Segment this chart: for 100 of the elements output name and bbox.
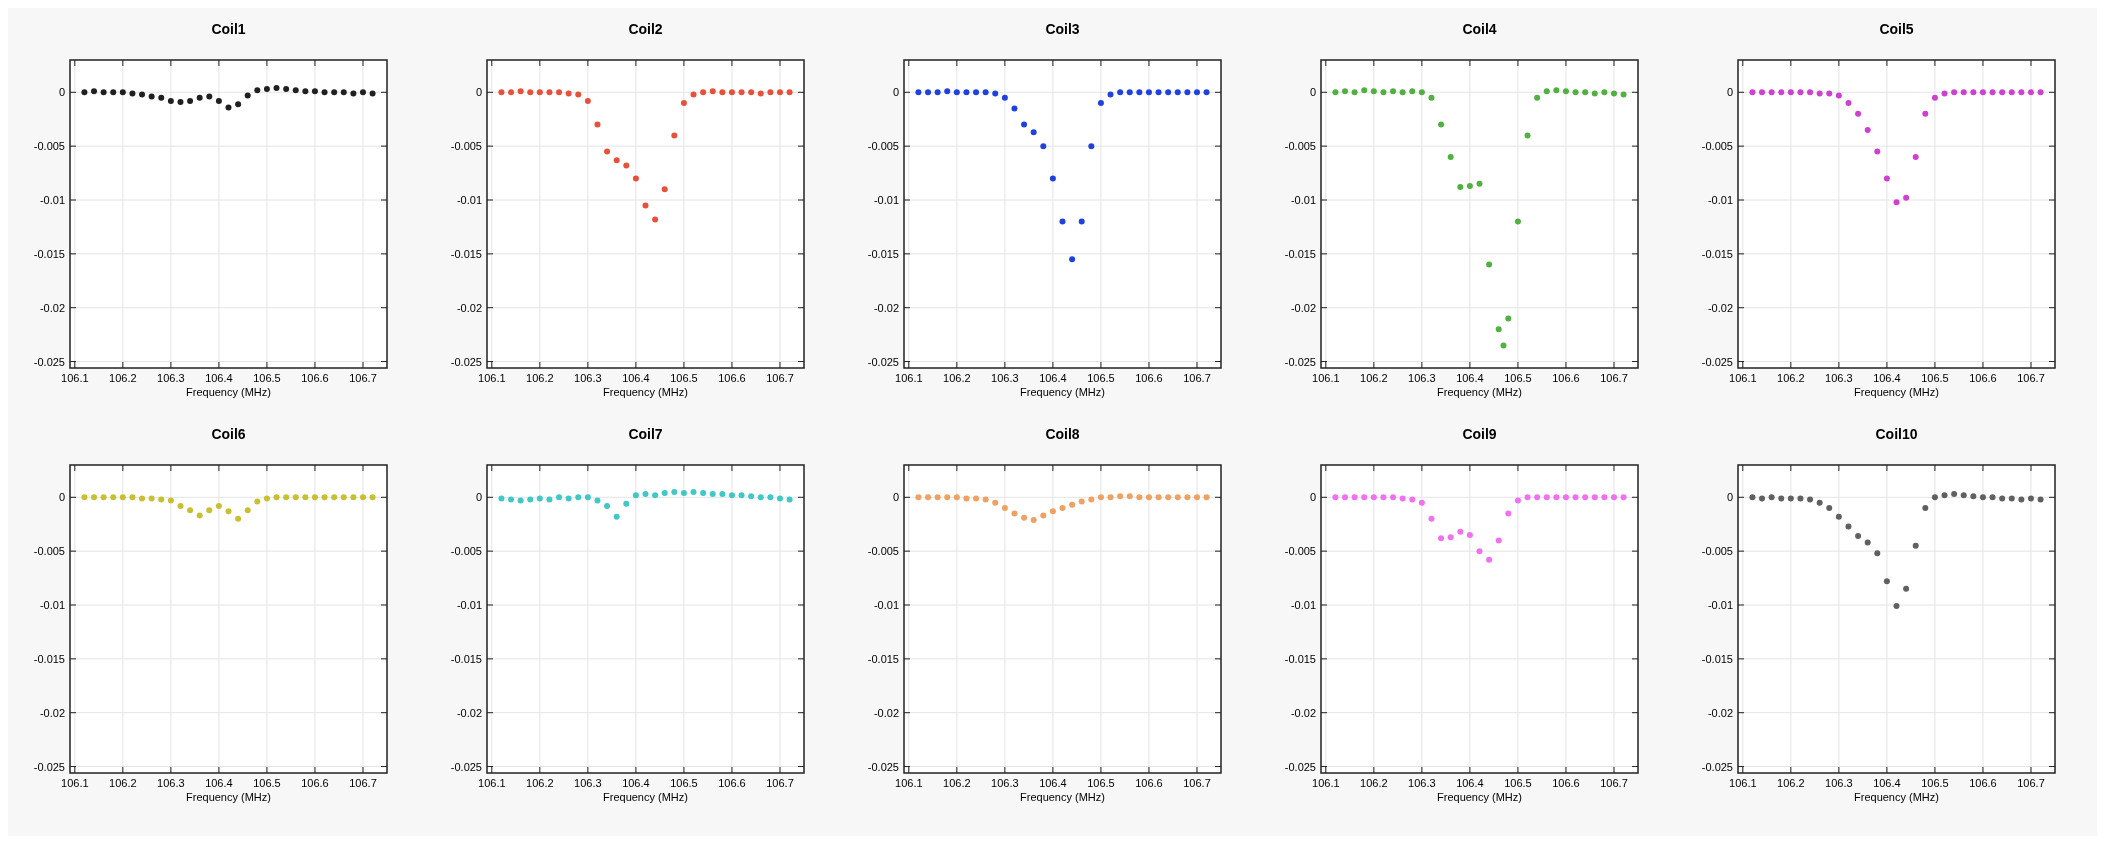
point (1059, 218, 1066, 225)
point (1476, 548, 1483, 555)
point (925, 494, 932, 501)
x-tick-label: 106.1 (61, 777, 89, 789)
point (1342, 88, 1349, 95)
point (1787, 89, 1794, 96)
x-tick-label: 106.6 (301, 372, 329, 384)
point (963, 495, 970, 502)
y-tick-label: 0 (58, 491, 65, 504)
point (1855, 533, 1862, 540)
point (1505, 315, 1512, 322)
point (1778, 495, 1785, 502)
point (244, 507, 251, 514)
point (1591, 494, 1598, 501)
point (1097, 494, 1104, 501)
point (1011, 105, 1018, 112)
point (652, 492, 659, 499)
y-tick-label: -0.015 (1284, 247, 1316, 260)
point (1922, 505, 1929, 512)
point (1562, 88, 1569, 95)
y-tick-label: -0.025 (33, 355, 65, 368)
point (623, 162, 630, 169)
point (1174, 494, 1181, 501)
point (1457, 528, 1464, 535)
x-tick-label: 106.5 (1921, 372, 1949, 384)
y-tick-label: -0.01 (1290, 194, 1316, 206)
point (944, 88, 951, 95)
y-tick-label: -0.015 (1701, 652, 1733, 665)
point (680, 490, 687, 496)
point (690, 91, 697, 98)
x-tick-label: 106.7 (766, 777, 794, 789)
point (110, 494, 117, 501)
y-tick-label: -0.005 (33, 545, 65, 558)
chart-title: Coil6 (211, 426, 246, 442)
point (604, 502, 611, 509)
point (680, 100, 687, 107)
point (1021, 121, 1028, 128)
point (158, 496, 165, 503)
point (1418, 499, 1425, 506)
y-tick-label: -0.005 (1701, 140, 1733, 153)
y-tick-label: -0.005 (1701, 545, 1733, 558)
x-tick-label: 106.1 (1312, 372, 1340, 384)
point (1001, 94, 1008, 101)
point (1960, 492, 1967, 499)
point (536, 89, 543, 96)
point (1370, 494, 1377, 501)
point (953, 89, 960, 96)
point (1203, 89, 1210, 96)
point (1620, 494, 1627, 501)
chart-title: Coil5 (1879, 21, 1914, 37)
x-tick-label: 106.2 (526, 777, 554, 789)
point (1126, 89, 1133, 96)
y-tick-label: -0.02 (1290, 301, 1316, 314)
point (1582, 494, 1589, 501)
point (1524, 132, 1531, 139)
point (1351, 89, 1358, 96)
point (1078, 218, 1085, 225)
point (1040, 512, 1047, 519)
point (196, 512, 203, 519)
point (2008, 495, 2015, 502)
y-tick-label: -0.015 (33, 247, 65, 260)
point (187, 507, 194, 514)
point (700, 89, 707, 96)
point (1380, 494, 1387, 501)
point (575, 91, 582, 98)
point (2018, 496, 2025, 503)
point (1553, 87, 1560, 94)
point (1418, 89, 1425, 96)
x-tick-label: 106.4 (1456, 372, 1484, 384)
point (1342, 494, 1349, 501)
point (584, 97, 591, 104)
x-tick-label: 106.4 (1039, 372, 1067, 384)
x-tick-label: 106.2 (1360, 777, 1388, 789)
point (1088, 143, 1095, 150)
point (565, 495, 572, 502)
point (1807, 89, 1814, 96)
point (129, 494, 136, 501)
point (1390, 494, 1397, 501)
point (1466, 532, 1473, 538)
x-tick-label: 106.6 (1969, 372, 1997, 384)
x-tick-label: 106.2 (1777, 372, 1805, 384)
point (1874, 148, 1881, 155)
point (1117, 493, 1124, 500)
point (283, 494, 290, 501)
point (1826, 505, 1833, 512)
point (1749, 494, 1756, 501)
point (1361, 87, 1368, 94)
point (1601, 89, 1608, 96)
x-tick-label: 106.3 (157, 777, 185, 789)
y-tick-label: -0.005 (1284, 545, 1316, 558)
point (498, 495, 505, 502)
x-tick-label: 106.5 (670, 372, 698, 384)
point (1193, 89, 1200, 96)
y-tick-label: -0.01 (873, 599, 899, 611)
point (235, 515, 242, 522)
point (1030, 129, 1037, 136)
point (1912, 153, 1919, 160)
x-tick-label: 106.7 (1600, 372, 1628, 384)
point (1136, 89, 1143, 96)
point (738, 492, 745, 499)
